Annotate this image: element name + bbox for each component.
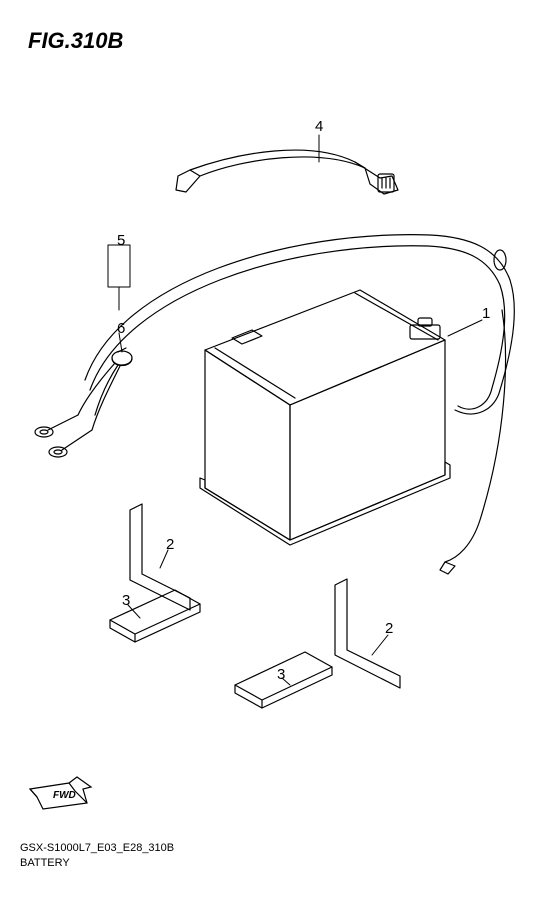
callout-4: 4 bbox=[315, 118, 323, 135]
callout-6: 6 bbox=[117, 320, 125, 337]
fwd-text: FWD bbox=[53, 790, 76, 801]
ring-terminal-left-2 bbox=[49, 430, 92, 457]
footer-line2: BATTERY bbox=[20, 856, 174, 870]
callout-3a: 3 bbox=[122, 592, 130, 609]
ring-terminal-left-1 bbox=[35, 415, 78, 437]
strap bbox=[176, 150, 398, 194]
callout-5: 5 bbox=[117, 232, 125, 249]
callout-1: 1 bbox=[482, 305, 490, 322]
callout-2a: 2 bbox=[166, 536, 174, 553]
callout-3b: 3 bbox=[277, 666, 285, 683]
bracket-left bbox=[130, 504, 190, 610]
footer: GSX-S1000L7_E03_E28_310B BATTERY bbox=[20, 841, 174, 870]
figure-title: FIG.310B bbox=[28, 28, 123, 54]
leaders bbox=[108, 135, 482, 685]
wire-harness bbox=[35, 235, 514, 574]
battery-body bbox=[200, 290, 450, 545]
footer-line1: GSX-S1000L7_E03_E28_310B bbox=[20, 841, 174, 855]
diagram-svg bbox=[0, 80, 560, 800]
callout-2b: 2 bbox=[385, 620, 393, 637]
